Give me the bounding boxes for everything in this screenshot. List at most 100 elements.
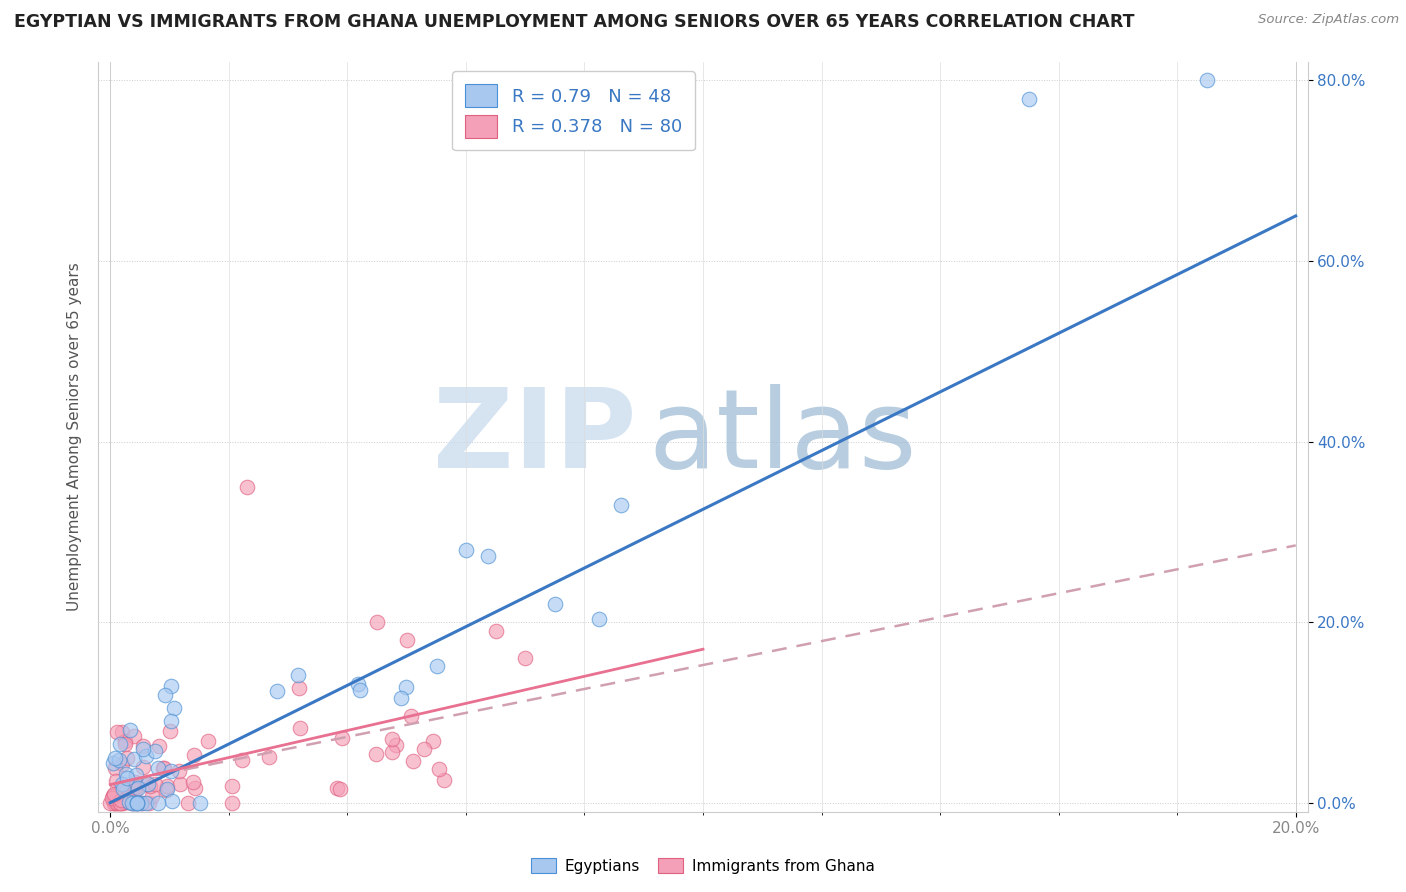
- Point: [588, 611, 610, 625]
- Point: [135, 796, 157, 810]
- Point: [183, 780, 205, 795]
- Point: [110, 757, 132, 772]
- Point: [188, 796, 211, 810]
- Point: [1195, 73, 1218, 87]
- Point: [114, 734, 136, 748]
- Text: Source: ZipAtlas.com: Source: ZipAtlas.com: [1258, 13, 1399, 27]
- Point: [259, 749, 281, 764]
- Point: [364, 747, 387, 762]
- Point: [544, 597, 567, 611]
- Point: [136, 777, 159, 791]
- Point: [347, 677, 370, 691]
- Point: [395, 633, 418, 648]
- Point: [125, 796, 148, 810]
- Point: [124, 775, 146, 789]
- Point: [141, 789, 163, 803]
- Point: [395, 680, 418, 694]
- Point: [125, 768, 148, 782]
- Point: [131, 796, 153, 810]
- Point: [287, 667, 309, 681]
- Point: [153, 761, 176, 775]
- Legend: Egyptians, Immigrants from Ghana: Egyptians, Immigrants from Ghana: [524, 852, 882, 880]
- Point: [381, 745, 404, 759]
- Point: [366, 615, 388, 629]
- Point: [110, 780, 132, 794]
- Point: [288, 722, 311, 736]
- Point: [221, 796, 243, 810]
- Point: [117, 795, 139, 809]
- Point: [122, 796, 145, 810]
- Point: [349, 683, 371, 698]
- Point: [413, 742, 436, 756]
- Point: [330, 731, 353, 745]
- Point: [131, 739, 153, 754]
- Point: [609, 498, 631, 512]
- Point: [288, 681, 311, 695]
- Point: [105, 724, 128, 739]
- Point: [104, 796, 127, 810]
- Point: [155, 782, 177, 797]
- Point: [120, 723, 142, 737]
- Point: [146, 796, 169, 810]
- Point: [266, 684, 288, 698]
- Point: [103, 796, 125, 810]
- Point: [101, 789, 124, 803]
- Point: [422, 734, 444, 748]
- Point: [110, 796, 132, 810]
- Point: [329, 782, 352, 797]
- Point: [121, 781, 143, 796]
- Point: [477, 549, 499, 563]
- Point: [160, 794, 183, 808]
- Text: atlas: atlas: [648, 384, 917, 491]
- Point: [111, 777, 134, 791]
- Point: [177, 796, 200, 810]
- Point: [135, 777, 157, 791]
- Point: [115, 771, 138, 785]
- Point: [108, 796, 131, 810]
- Point: [127, 796, 149, 810]
- Point: [103, 788, 125, 802]
- Point: [127, 796, 149, 810]
- Point: [111, 782, 134, 797]
- Legend: R = 0.79   N = 48, R = 0.378   N = 80: R = 0.79 N = 48, R = 0.378 N = 80: [453, 71, 695, 151]
- Point: [139, 780, 162, 794]
- Point: [1018, 91, 1040, 105]
- Point: [163, 701, 186, 715]
- Point: [111, 725, 134, 739]
- Point: [114, 737, 136, 751]
- Point: [112, 780, 135, 795]
- Point: [110, 796, 132, 810]
- Point: [115, 750, 138, 764]
- Point: [122, 796, 145, 810]
- Point: [117, 790, 139, 805]
- Text: ZIP: ZIP: [433, 384, 637, 491]
- Point: [108, 737, 131, 751]
- Point: [131, 796, 153, 810]
- Point: [104, 761, 127, 775]
- Point: [160, 764, 183, 778]
- Point: [454, 543, 477, 558]
- Point: [143, 777, 166, 791]
- Point: [138, 796, 160, 810]
- Point: [124, 751, 146, 765]
- Point: [146, 761, 169, 775]
- Point: [153, 688, 176, 702]
- Point: [125, 796, 148, 810]
- Point: [385, 738, 408, 752]
- Point: [124, 780, 146, 794]
- Point: [221, 779, 243, 793]
- Point: [110, 793, 132, 807]
- Point: [197, 733, 219, 747]
- Point: [159, 680, 181, 694]
- Point: [156, 779, 179, 793]
- Point: [235, 480, 257, 494]
- Point: [111, 796, 134, 810]
- Point: [98, 796, 121, 810]
- Point: [381, 731, 404, 746]
- Point: [118, 795, 141, 809]
- Text: EGYPTIAN VS IMMIGRANTS FROM GHANA UNEMPLOYMENT AMONG SENIORS OVER 65 YEARS CORRE: EGYPTIAN VS IMMIGRANTS FROM GHANA UNEMPL…: [14, 13, 1135, 31]
- Point: [127, 780, 149, 795]
- Point: [427, 762, 450, 776]
- Point: [231, 753, 253, 767]
- Point: [103, 756, 125, 770]
